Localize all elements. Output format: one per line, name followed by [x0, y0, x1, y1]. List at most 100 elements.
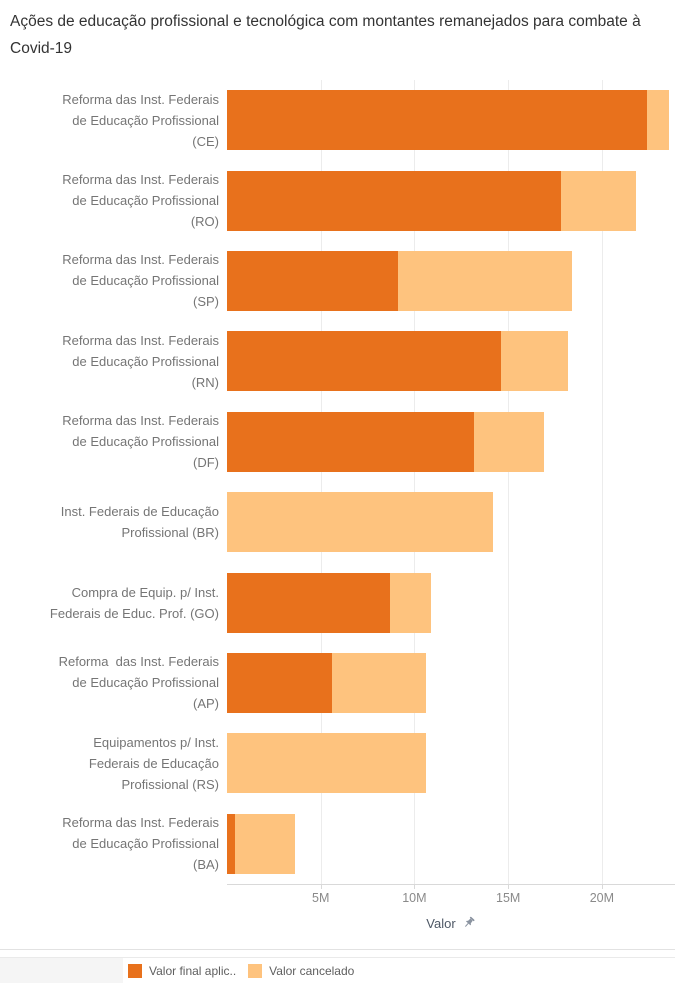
category-label-line: Inst. Federais de Educação [60, 504, 219, 520]
bar-segment-valor-cancelado[interactable] [646, 90, 670, 151]
x-axis-title-label: Valor [426, 916, 456, 931]
category-label-line: (BA) [193, 857, 219, 873]
legend-item[interactable]: Valor final aplic.. [128, 963, 237, 978]
bar-segment-valor-final[interactable] [227, 813, 235, 874]
stacked-bar [227, 652, 426, 713]
category-label[interactable]: Reforma das Inst. Federais de Educação Pr… [0, 241, 219, 321]
legend-swatch [128, 963, 142, 978]
category-label-line: Reforma das Inst. Federais [62, 91, 219, 107]
category-label-line: Profissional (RS) [121, 776, 219, 792]
stacked-bar [227, 733, 426, 794]
bar-segment-valor-final[interactable] [227, 331, 501, 392]
bar-segment-valor-final[interactable] [227, 572, 391, 633]
category-label-line: Reforma das Inst. Federais [58, 654, 219, 670]
bar-segment-valor-cancelado[interactable] [560, 170, 636, 231]
category-label-line: de Educação Profissional [72, 434, 219, 450]
plot-area [227, 80, 675, 885]
chart-row: Reforma das Inst. Federais de Educação Pr… [0, 804, 675, 884]
bar-segment-valor-cancelado[interactable] [234, 813, 295, 874]
category-label[interactable]: Reforma das Inst. Federais de Educação Pr… [0, 80, 219, 160]
x-tick-label: 15M [496, 891, 521, 905]
category-label-line: de Educação Profissional [72, 273, 219, 289]
chart-row: Compra de Equip. p/ Inst. Federais de Edu… [0, 562, 675, 642]
category-label[interactable]: Reforma das Inst. Federais de Educação Pr… [0, 402, 219, 482]
category-label[interactable]: Reforma das Inst. Federais de Educação Pr… [0, 321, 219, 401]
stacked-bar [227, 411, 544, 472]
x-tick-label: 5M [312, 891, 330, 905]
category-label[interactable]: Reforma das Inst. Federais de Educação Pr… [0, 804, 219, 884]
chart-row: Reforma das Inst. Federais de Educação Pr… [0, 160, 675, 240]
bar-segment-valor-final[interactable] [227, 250, 398, 311]
category-label-line: Equipamentos p/ Inst. [93, 734, 219, 750]
bar-segment-valor-final[interactable] [227, 90, 647, 151]
chart-row: Reforma das Inst. Federais de Educação Pr… [0, 643, 675, 723]
bar-segment-valor-cancelado[interactable] [390, 572, 432, 633]
category-label-line: (CE) [192, 133, 219, 149]
category-label-line: Reforma das Inst. Federais [62, 252, 219, 268]
category-label[interactable]: Reforma das Inst. Federais de Educação Pr… [0, 160, 219, 240]
legend-corner-block [0, 958, 123, 983]
legend-label: Valor cancelado [269, 963, 355, 978]
x-axis-title: Valor [227, 915, 675, 931]
bar-segment-valor-final[interactable] [227, 652, 332, 713]
bar-segment-valor-final[interactable] [227, 411, 475, 472]
color-legend: Valor final aplic.. Valor cancelado [0, 958, 675, 983]
bar-segment-valor-cancelado[interactable] [397, 250, 572, 311]
stacked-bar [227, 90, 670, 151]
category-label-line: Reforma das Inst. Federais [62, 815, 219, 831]
category-label-line: Reforma das Inst. Federais [62, 332, 219, 348]
legend-items: Valor final aplic.. Valor cancelado [128, 958, 366, 983]
category-label-line: de Educação Profissional [72, 112, 219, 128]
category-label-line: Profissional (BR) [121, 525, 219, 541]
gridline [508, 80, 510, 884]
x-tick-mark [508, 884, 510, 889]
gridline [601, 80, 603, 884]
category-label-line: Compra de Equip. p/ Inst. [71, 584, 219, 600]
bar-segment-valor-cancelado[interactable] [474, 411, 544, 472]
category-label[interactable]: Inst. Federais de Educação Profissional (… [0, 482, 219, 562]
category-label-line: (DF) [193, 455, 219, 471]
bar-rows: Reforma das Inst. Federais de Educação Pr… [0, 80, 675, 884]
category-label-line: de Educação Profissional [72, 836, 219, 852]
legend-item[interactable]: Valor cancelado [248, 963, 355, 978]
chart-row: Equipamentos p/ Inst. Federais de Educaçã… [0, 723, 675, 803]
category-label-line: de Educação Profissional [72, 193, 219, 209]
category-label-line: (RN) [191, 374, 219, 390]
chart-row: Reforma das Inst. Federais de Educação Pr… [0, 80, 675, 160]
legend-divider [0, 957, 675, 958]
category-label[interactable]: Equipamentos p/ Inst. Federais de Educaçã… [0, 723, 219, 803]
x-tick-mark [320, 884, 322, 889]
stacked-bar [227, 813, 295, 874]
gridline [414, 80, 416, 884]
x-axis: 5M 10M 15M 20M [0, 884, 675, 914]
x-tick-label: 20M [589, 891, 615, 905]
category-label[interactable]: Compra de Equip. p/ Inst. Federais de Edu… [0, 562, 219, 642]
legend-label: Valor final aplic.. [149, 963, 237, 978]
stacked-bar [227, 492, 494, 553]
category-label[interactable]: Reforma das Inst. Federais de Educação Pr… [0, 643, 219, 723]
stacked-bar [227, 250, 572, 311]
category-label-line: Federais de Educação [88, 755, 219, 771]
chart-row: Reforma das Inst. Federais de Educação Pr… [0, 241, 675, 321]
bar-segment-valor-cancelado[interactable] [332, 652, 426, 713]
stacked-bar [227, 170, 636, 231]
bar-segment-valor-final[interactable] [227, 170, 561, 231]
category-label-line: Reforma das Inst. Federais [62, 413, 219, 429]
sort-pin-icon[interactable] [462, 915, 476, 930]
category-label-line: de Educação Profissional [72, 675, 219, 691]
bar-segment-valor-cancelado[interactable] [500, 331, 569, 392]
x-tick-mark [601, 884, 603, 889]
bar-segment-valor-cancelado[interactable] [227, 733, 426, 794]
chart-row: Reforma das Inst. Federais de Educação Pr… [0, 402, 675, 482]
chart-row: Inst. Federais de Educação Profissional (… [0, 482, 675, 562]
category-label-line: (AP) [193, 696, 219, 712]
worksheet-divider [0, 949, 675, 950]
bar-segment-valor-cancelado[interactable] [227, 492, 494, 553]
stacked-bar [227, 331, 569, 392]
legend-swatch [248, 963, 263, 978]
x-tick-label: 10M [402, 891, 427, 905]
category-label-line: (SP) [193, 294, 219, 310]
category-label-line: de Educação Profissional [72, 353, 219, 369]
gridline [320, 80, 322, 884]
